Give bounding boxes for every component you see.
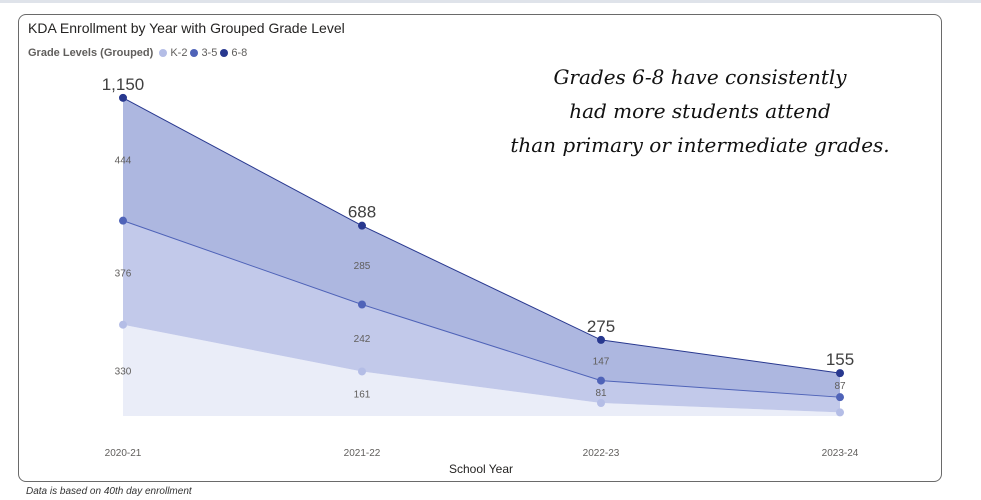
legend-dot-k-2	[159, 49, 168, 57]
annotation-line-2: had more students attend	[569, 99, 831, 123]
line-6-8	[122, 97, 841, 374]
label-k-2-2020-21: 330	[115, 366, 132, 377]
point-6-8-2021-22[interactable]	[358, 221, 366, 230]
legend-item-6-8[interactable]: 6-8	[220, 47, 247, 59]
legend: Grade Levels (Grouped) K-2 3-5 6-8	[28, 47, 250, 59]
x-tick-2022-23: 2022-23	[583, 448, 620, 459]
label-6-8-2021-22: 285	[354, 261, 371, 272]
point-3-5-2022-23[interactable]	[597, 376, 605, 385]
legend-label-3-5: 3-5	[201, 47, 218, 59]
label-6-8-2022-23: 147	[593, 356, 610, 367]
legend-title: Grade Levels (Grouped)	[28, 47, 154, 59]
line-3-5	[122, 220, 841, 398]
label-3-5-2020-21: 376	[115, 269, 132, 280]
legend-item-k-2[interactable]: K-2	[159, 47, 187, 59]
legend-item-3-5[interactable]: 3-5	[190, 47, 217, 59]
legend-dot-3-5	[190, 49, 199, 57]
point-6-8-2020-21[interactable]	[119, 93, 127, 102]
area-3-5	[123, 220, 840, 413]
label-6-8-2023-24: 87	[834, 381, 846, 392]
x-axis-title: School Year	[449, 462, 513, 476]
point-k-2-2021-22[interactable]	[358, 367, 366, 376]
point-3-5-2021-22[interactable]	[358, 300, 366, 309]
footnote: Data is based on 40th day enrollment	[26, 486, 192, 497]
data-points[interactable]	[119, 93, 844, 417]
point-3-5-2023-24[interactable]	[836, 393, 844, 402]
chart-annotation: Grades 6-8 have consistently had more st…	[505, 60, 895, 162]
x-tick-2020-21: 2020-21	[105, 448, 142, 459]
legend-dot-6-8	[220, 49, 229, 57]
point-k-2-2020-21[interactable]	[119, 320, 127, 329]
total-label-2020-21: 1,150	[102, 75, 145, 94]
series-lines	[122, 97, 841, 398]
data-labels: 330 161 376 242 81 444 285 147 87 1,150 688 275 155	[102, 75, 854, 401]
x-axis-ticks: 2020-21 2021-22 2022-23 2023-24	[105, 448, 859, 459]
point-6-8-2022-23[interactable]	[597, 335, 605, 344]
area-k-2	[123, 324, 840, 416]
area-layers	[123, 97, 840, 416]
total-label-2022-23: 275	[587, 317, 615, 336]
chart-title: KDA Enrollment by Year with Grouped Grad…	[28, 20, 345, 36]
point-k-2-2023-24[interactable]	[836, 408, 844, 417]
label-6-8-2020-21: 444	[115, 155, 132, 166]
x-tick-2021-22: 2021-22	[344, 448, 381, 459]
total-label-2023-24: 155	[826, 350, 854, 369]
annotation-line-1: Grades 6-8 have consistently	[553, 65, 847, 89]
label-k-2-2021-22: 161	[354, 390, 371, 401]
label-3-5-2022-23: 81	[595, 388, 607, 399]
area-6-8	[123, 97, 840, 398]
point-6-8-2023-24[interactable]	[836, 369, 844, 378]
top-divider	[0, 0, 981, 3]
x-tick-2023-24: 2023-24	[822, 448, 859, 459]
label-3-5-2021-22: 242	[354, 334, 371, 345]
point-k-2-2022-23[interactable]	[597, 398, 605, 407]
total-label-2021-22: 688	[348, 203, 376, 222]
annotation-line-3: than primary or intermediate grades.	[510, 133, 890, 157]
point-3-5-2020-21[interactable]	[119, 216, 127, 225]
legend-label-6-8: 6-8	[231, 47, 248, 59]
legend-label-k-2: K-2	[170, 47, 188, 59]
